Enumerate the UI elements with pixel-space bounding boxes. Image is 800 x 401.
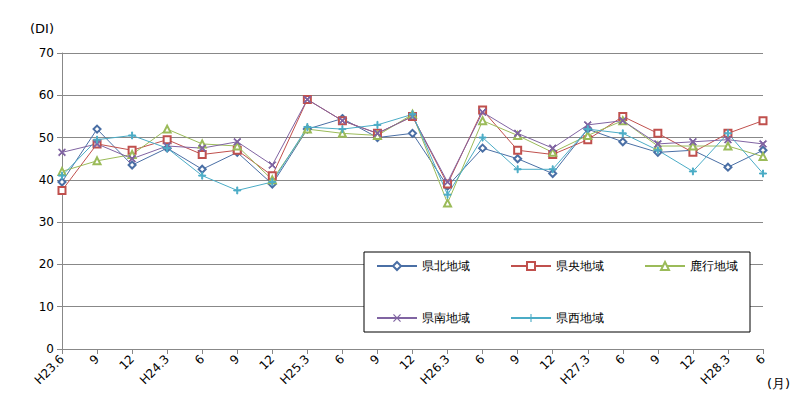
svg-text:70: 70 bbox=[39, 46, 54, 60]
svg-text:50: 50 bbox=[39, 131, 54, 145]
svg-text:H25.3: H25.3 bbox=[277, 352, 312, 387]
svg-text:県南地域: 県南地域 bbox=[422, 311, 470, 325]
svg-text:10: 10 bbox=[39, 300, 54, 314]
svg-text:9: 9 bbox=[227, 352, 242, 367]
svg-text:県北地域: 県北地域 bbox=[422, 259, 470, 273]
svg-text:20: 20 bbox=[39, 257, 54, 271]
svg-text:12: 12 bbox=[537, 352, 558, 373]
svg-text:(月): (月) bbox=[767, 376, 790, 391]
svg-text:H24.3: H24.3 bbox=[137, 352, 172, 387]
svg-text:県央地域: 県央地域 bbox=[556, 259, 604, 273]
svg-text:12: 12 bbox=[257, 352, 278, 373]
svg-text:30: 30 bbox=[39, 215, 54, 229]
svg-text:(DI): (DI) bbox=[30, 21, 54, 36]
svg-text:鹿行地域: 鹿行地域 bbox=[690, 259, 738, 273]
svg-text:12: 12 bbox=[397, 352, 418, 373]
svg-text:6: 6 bbox=[192, 352, 207, 367]
svg-text:6: 6 bbox=[612, 352, 627, 367]
svg-text:0: 0 bbox=[46, 342, 54, 356]
svg-text:H28.3: H28.3 bbox=[698, 352, 733, 387]
svg-text:6: 6 bbox=[332, 352, 347, 367]
svg-text:9: 9 bbox=[507, 352, 522, 367]
svg-text:県西地域: 県西地域 bbox=[556, 311, 604, 325]
svg-text:H23.6: H23.6 bbox=[32, 352, 67, 387]
svg-text:9: 9 bbox=[648, 352, 663, 367]
svg-text:9: 9 bbox=[367, 352, 382, 367]
svg-text:60: 60 bbox=[39, 88, 54, 102]
svg-text:H26.3: H26.3 bbox=[417, 352, 452, 387]
svg-text:6: 6 bbox=[753, 352, 768, 367]
svg-text:12: 12 bbox=[116, 352, 137, 373]
svg-text:12: 12 bbox=[677, 352, 698, 373]
svg-text:H27.3: H27.3 bbox=[558, 352, 593, 387]
svg-text:9: 9 bbox=[87, 352, 102, 367]
svg-text:6: 6 bbox=[472, 352, 487, 367]
svg-text:40: 40 bbox=[39, 173, 54, 187]
